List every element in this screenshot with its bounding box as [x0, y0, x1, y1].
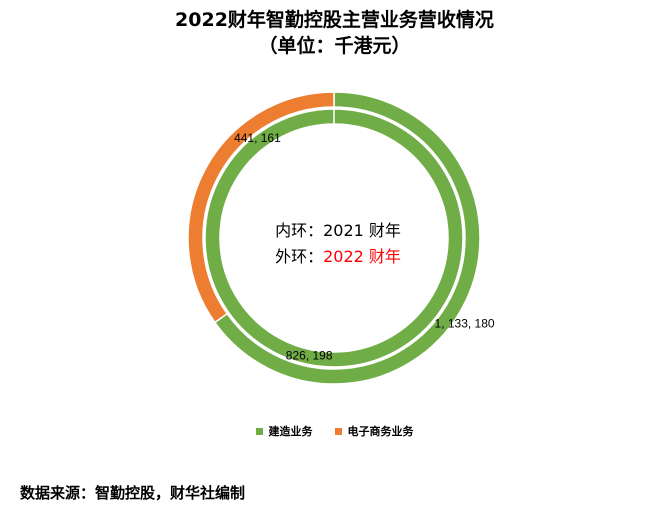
outer-ring-slice-1 [187, 91, 335, 324]
chart-subtitle: （单位：千港元） [258, 35, 411, 57]
legend-swatch-ecommerce [334, 427, 342, 435]
inner-ring-year: 2021 财年 [323, 221, 401, 240]
center-text-line1: 内环：2021 财年 [275, 221, 401, 240]
legend: 建造业务 电子商务业务 [0, 423, 669, 439]
inner-ring-prefix: 内环： [275, 221, 323, 240]
outer-ring-label-1: 441, 161 [234, 131, 281, 145]
legend-item-construction: 建造业务 [255, 423, 313, 439]
inner-ring-slice-0 [204, 108, 464, 368]
outer-ring-label-0: 826, 198 [286, 348, 333, 362]
data-source: 数据来源：智勤控股，财华社编制 [20, 484, 246, 502]
legend-item-ecommerce: 电子商务业务 [334, 423, 414, 439]
donut-chart: 1, 133, 180 826, 198 441, 161 内环：2021 财年 外… [187, 91, 495, 385]
center-text-line2: 外环：2022 财年 [275, 247, 401, 266]
legend-label-construction: 建造业务 [268, 425, 313, 438]
inner-ring-label-0: 1, 133, 180 [435, 316, 495, 330]
legend-swatch-construction [255, 427, 263, 435]
legend-label-ecommerce: 电子商务业务 [347, 425, 414, 438]
chart-title: 2022财年智勤控股主营业务营收情况 [175, 9, 494, 31]
outer-ring-year: 2022 财年 [323, 247, 401, 266]
outer-ring-prefix: 外环： [275, 247, 323, 266]
